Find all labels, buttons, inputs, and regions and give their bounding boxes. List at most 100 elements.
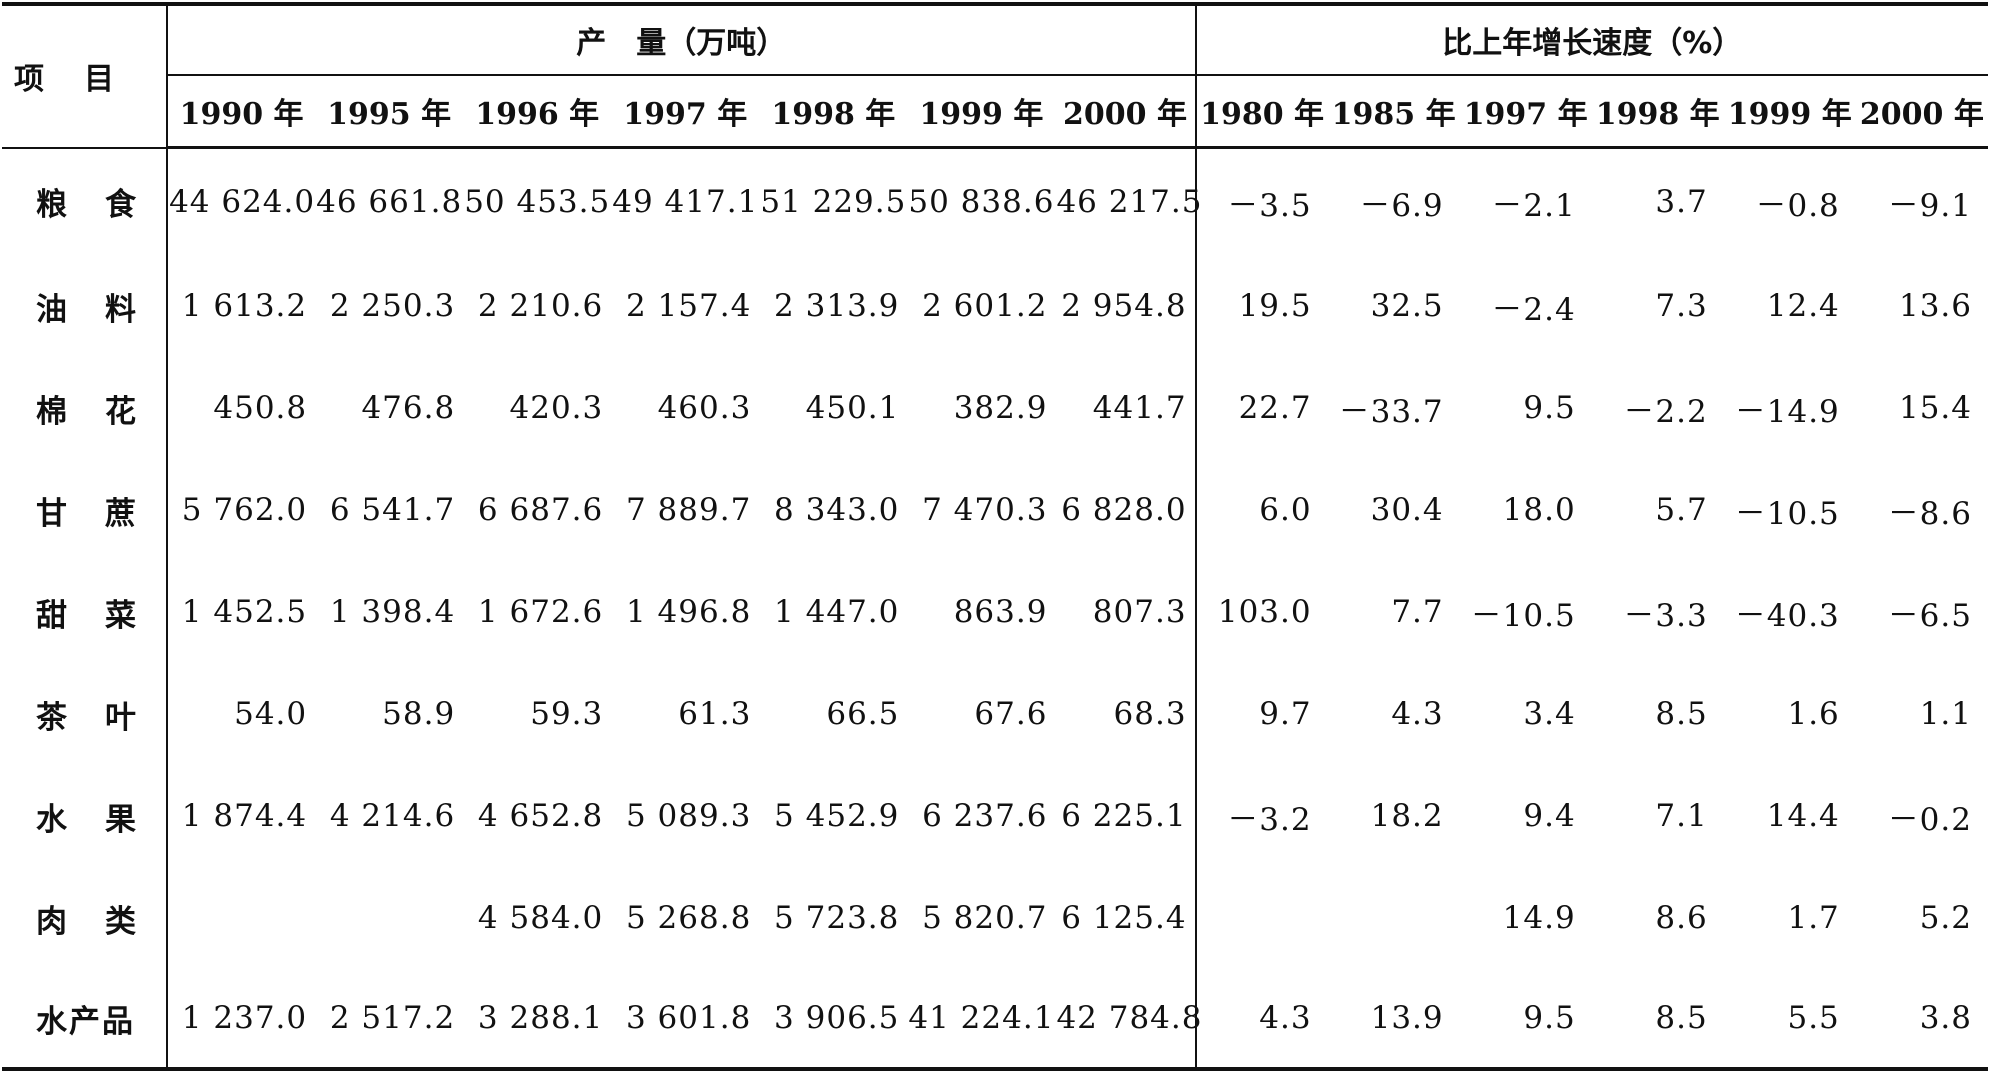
production-cell: 2 250.3: [329, 288, 456, 324]
production-group-header: 产 量（万吨）: [167, 2, 1197, 76]
production-cell: 5 820.7: [922, 900, 1048, 936]
growth-cell: －9.1: [1887, 187, 1972, 224]
growth-cell: 13.6: [1898, 288, 1972, 324]
growth-cell: 1.6: [1787, 696, 1840, 732]
production-cell: 3 906.5: [759, 969, 908, 1071]
production-cell: 66.5: [826, 696, 900, 732]
table-row: 水产品 1 237.0 2 517.2 3 288.1 3 601.8 3 906.5 41…: [2, 969, 1988, 1071]
growth-cell: 8.5: [1591, 969, 1724, 1071]
growth-group-header: 比上年增长速度（%）: [1195, 2, 1988, 76]
production-cell: 1 398.4: [329, 594, 456, 630]
production-cell: 1 237.0: [167, 969, 316, 1071]
growth-cell: 3.4: [1523, 696, 1576, 732]
production-cell: [315, 867, 463, 969]
production-cell: 2 601.2: [922, 288, 1048, 324]
production-cell: 46 217.5: [1055, 147, 1201, 255]
row-item-label: 粮食: [2, 147, 169, 255]
growth-cell: 3.7: [1655, 184, 1708, 220]
growth-cell: －3.2: [1227, 801, 1312, 838]
production-cell: 50 453.5: [464, 184, 611, 220]
row-item-label: 茶叶: [2, 663, 169, 765]
table-row: 棉花 450.8 476.8 420.3 460.3 450.1 382.9 441.7 22.…: [2, 357, 1988, 459]
production-cell: 61.3: [678, 696, 752, 732]
row-item-label: 肉类: [2, 867, 169, 969]
production-cell: 2 210.6: [477, 288, 604, 324]
growth-cell: 18.0: [1502, 492, 1576, 528]
table-row: 甘蔗 5 762.0 6 541.7 6 687.6 7 889.7 8 343.0 7 4…: [2, 459, 1988, 561]
row-item-label: 水果: [2, 765, 169, 867]
growth-cell: －33.7: [1338, 393, 1444, 430]
growth-cell: －2.4: [1491, 291, 1576, 328]
row-item-label: 棉花: [2, 357, 169, 459]
growth-cell: 32.5: [1370, 288, 1444, 324]
production-cell: 1 496.8: [625, 594, 752, 630]
production-cell: 807.3: [1055, 561, 1197, 663]
production-year-header: 1998 年: [759, 75, 908, 149]
production-cell: 51 229.5: [760, 184, 907, 220]
header-year-row: 1990 年 1995 年 1996 年 1997 年 1998 年 1999 …: [2, 75, 1988, 149]
production-cell: 1 672.6: [477, 594, 604, 630]
growth-cell: －0.2: [1887, 801, 1972, 838]
growth-cell: 6.0: [1259, 492, 1312, 528]
production-cell: 1 613.2: [181, 288, 308, 324]
growth-cell: 103.0: [1217, 594, 1312, 630]
growth-cell: －2.1: [1491, 187, 1576, 224]
growth-cell: 18.2: [1370, 798, 1444, 834]
growth-cell: －2.2: [1623, 393, 1708, 430]
row-item-label: 甜菜: [2, 561, 169, 663]
production-cell: 382.9: [953, 390, 1048, 426]
growth-cell: －14.9: [1734, 393, 1840, 430]
production-cell: 68.3: [1055, 663, 1197, 765]
growth-year-header: 1980 年: [1195, 75, 1328, 149]
production-cell: 2 157.4: [625, 288, 752, 324]
production-cell: 44 624.0: [169, 184, 316, 220]
growth-cell: 1.7: [1787, 900, 1840, 936]
production-cell: 4 214.6: [329, 798, 456, 834]
growth-cell: 9.4: [1523, 798, 1576, 834]
row-item-label: 甘蔗: [2, 459, 169, 561]
production-cell: 5 723.8: [774, 900, 900, 936]
production-year-header: 1999 年: [907, 75, 1056, 149]
production-cell: 460.3: [657, 390, 752, 426]
production-cell: 5 089.3: [625, 798, 752, 834]
item-column-header: 项目: [2, 2, 169, 149]
production-cell: 42 784.8: [1055, 969, 1201, 1071]
growth-cell: 4.3: [1195, 969, 1328, 1071]
production-cell: 5 762.0: [181, 492, 308, 528]
production-cell: 441.7: [1055, 357, 1197, 459]
production-cell: 46 661.8: [316, 184, 463, 220]
growth-year-header: 1999 年: [1723, 75, 1856, 149]
growth-cell: 9.5: [1523, 390, 1576, 426]
production-cell: 50 838.6: [908, 184, 1055, 220]
row-item-label: 水产品: [2, 969, 169, 1071]
production-year-header: 1997 年: [611, 75, 760, 149]
production-cell: 7 889.7: [625, 492, 752, 528]
production-year-header: 2000 年: [1055, 75, 1197, 149]
production-cell: [167, 867, 315, 969]
growth-cell: 5.7: [1655, 492, 1708, 528]
growth-cell: 8.5: [1655, 696, 1708, 732]
growth-cell: 22.7: [1238, 390, 1312, 426]
table-row: 肉类 4 584.0 5 268.8 5 723.8 5 820.7 6 125.4 14.…: [2, 867, 1988, 969]
header-group-row: 项目 产 量（万吨） 比上年增长速度（%）: [2, 2, 1988, 149]
growth-cell: 1.1: [1919, 696, 1972, 732]
growth-cell: 15.4: [1898, 390, 1972, 426]
growth-cell: 9.7: [1259, 696, 1312, 732]
growth-cell: －3.5: [1227, 187, 1312, 224]
table-row: 甜菜 1 452.5 1 398.4 1 672.6 1 496.8 1 447.0 863…: [2, 561, 1988, 663]
growth-cell: 3.8: [1855, 969, 1988, 1071]
production-cell: 2 517.2: [315, 969, 464, 1071]
growth-cell: 14.4: [1766, 798, 1840, 834]
production-cell: 58.9: [382, 696, 456, 732]
production-cell: 2 313.9: [774, 288, 900, 324]
growth-cell: 8.6: [1655, 900, 1708, 936]
production-cell: 6 125.4: [1055, 867, 1197, 969]
growth-cell: 5.5: [1723, 969, 1856, 1071]
growth-cell: －3.3: [1623, 597, 1708, 634]
growth-cell: 5.2: [1919, 900, 1972, 936]
production-cell: 6 541.7: [329, 492, 456, 528]
production-cell: 1 452.5: [181, 594, 308, 630]
production-cell: 1 874.4: [181, 798, 308, 834]
table-row: 茶叶 54.0 58.9 59.3 61.3 66.5 67.6 68.3 9.7 4.3 3.4 8…: [2, 663, 1988, 765]
production-cell: 6 225.1: [1055, 765, 1197, 867]
